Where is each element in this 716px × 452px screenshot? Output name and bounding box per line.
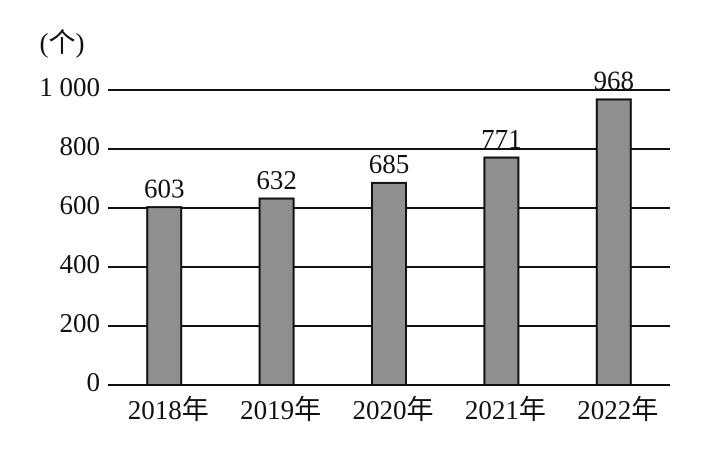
- value-label: 685: [369, 149, 410, 179]
- y-tick-label: 600: [60, 190, 101, 220]
- bar: [146, 206, 183, 386]
- y-axis-unit: (个): [40, 28, 85, 58]
- value-label: 603: [144, 173, 185, 203]
- bar: [258, 197, 295, 386]
- x-tick-label: 2018年: [128, 395, 209, 425]
- x-tick-label: 2021年: [465, 395, 546, 425]
- value-label: 632: [256, 165, 297, 195]
- value-label: 771: [481, 124, 522, 154]
- y-tick-label: 200: [60, 308, 101, 338]
- bar: [371, 181, 407, 386]
- y-tick-label: 1 000: [39, 72, 100, 102]
- value-label: 968: [594, 66, 635, 96]
- x-tick-label: 2019年: [240, 395, 321, 425]
- y-tick-label: 0: [87, 367, 101, 397]
- y-tick-label: 800: [60, 131, 101, 161]
- bar: [483, 156, 520, 386]
- y-tick-label: 400: [60, 249, 101, 279]
- x-tick-label: 2022年: [577, 395, 658, 425]
- x-tick-label: 2020年: [353, 395, 434, 425]
- bar: [595, 98, 632, 386]
